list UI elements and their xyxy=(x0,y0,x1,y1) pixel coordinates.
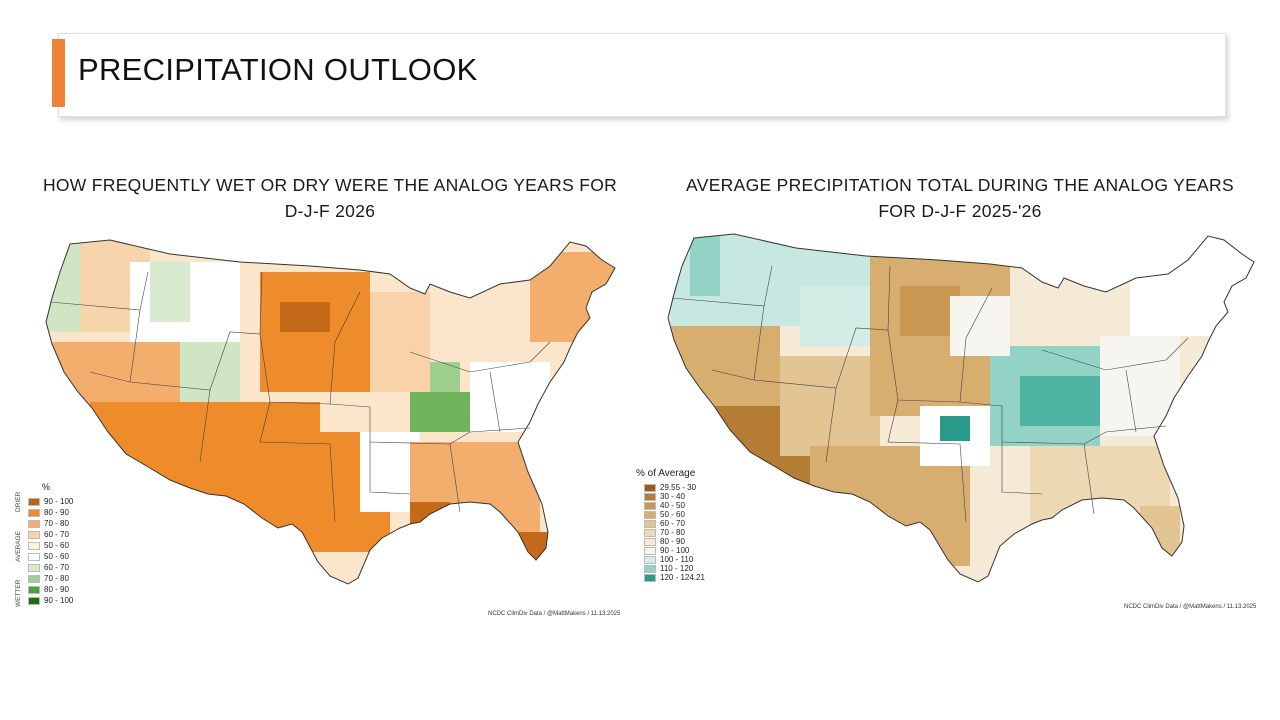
title-card xyxy=(58,33,1226,117)
left-legend: % DRIER AVERAGE WETTER 90 - 100 80 - 90 … xyxy=(14,482,84,612)
left-map-credit: NCDC ClimDiv Data / @MattMakens / 11.13.… xyxy=(488,611,621,617)
right-legend-swatch xyxy=(644,564,656,573)
left-legend-label: 90 - 100 xyxy=(44,596,74,605)
right-legend-header: % of Average xyxy=(636,468,696,479)
left-legend-item: 90 - 100 xyxy=(28,596,73,605)
left-legend-swatch xyxy=(28,541,40,550)
right-legend-item: 100 - 110 xyxy=(644,555,693,564)
left-legend-swatch xyxy=(28,596,40,605)
right-legend-item: 40 - 50 xyxy=(644,501,685,510)
right-legend-swatch xyxy=(644,510,656,519)
right-legend-label: 29.55 - 30 xyxy=(660,483,697,492)
right-legend-swatch xyxy=(644,537,656,546)
right-legend-swatch xyxy=(644,555,656,564)
left-legend-header: % xyxy=(42,482,51,492)
right-map-title-line2: FOR D-J-F 2025-'26 xyxy=(878,201,1042,221)
right-legend: % of Average 29.55 - 30 30 - 40 40 - 50 … xyxy=(636,468,736,588)
left-legend-label: 80 - 90 xyxy=(44,508,69,517)
left-legend-swatch xyxy=(28,585,40,594)
left-us-map xyxy=(45,239,616,585)
right-legend-label: 60 - 70 xyxy=(660,519,685,528)
right-legend-swatch xyxy=(644,519,656,528)
right-legend-label: 110 - 120 xyxy=(660,564,694,573)
right-map-credit: NCDC ClimDiv Data / @MattMakens / 11.13.… xyxy=(1124,604,1257,610)
left-legend-item: 80 - 90 xyxy=(28,585,69,594)
left-legend-item: 60 - 70 xyxy=(28,530,69,539)
right-map-title: AVERAGE PRECIPITATION TOTAL DURING THE A… xyxy=(660,172,1260,224)
right-us-outline xyxy=(667,233,1255,583)
right-map-title-line1: AVERAGE PRECIPITATION TOTAL DURING THE A… xyxy=(686,175,1234,195)
right-legend-swatch xyxy=(644,528,656,537)
left-legend-label: 80 - 90 xyxy=(44,585,69,594)
right-legend-swatch xyxy=(644,501,656,510)
right-us-map xyxy=(667,233,1255,583)
left-map-title-line1: HOW FREQUENTLY WET OR DRY WERE THE ANALO… xyxy=(42,175,618,195)
left-legend-item: 70 - 80 xyxy=(28,574,69,583)
right-legend-item: 80 - 90 xyxy=(644,537,685,546)
left-legend-item: 80 - 90 xyxy=(28,508,69,517)
left-legend-label: 50 - 60 xyxy=(44,552,69,561)
page-title: PRECIPITATION OUTLOOK xyxy=(78,52,478,87)
left-map-regions xyxy=(46,240,615,584)
left-state-lines xyxy=(49,271,551,523)
right-legend-label: 70 - 80 xyxy=(660,528,685,537)
right-legend-swatch xyxy=(644,492,656,501)
right-legend-item: 50 - 60 xyxy=(644,510,685,519)
left-legend-label: 60 - 70 xyxy=(44,563,69,572)
left-legend-swatch xyxy=(28,530,40,539)
right-legend-label: 90 - 100 xyxy=(660,546,690,555)
left-legend-item: 70 - 80 xyxy=(28,519,69,528)
right-legend-item: 29.55 - 30 xyxy=(644,483,696,492)
right-legend-swatch xyxy=(644,546,656,555)
right-legend-label: 80 - 90 xyxy=(660,537,685,546)
left-legend-label: 50 - 60 xyxy=(44,541,69,550)
left-legend-drier: DRIER xyxy=(15,491,22,512)
left-legend-swatch xyxy=(28,497,40,506)
right-legend-label: 120 - 124.21 xyxy=(660,573,705,582)
left-legend-label: 60 - 70 xyxy=(44,530,69,539)
left-legend-swatch xyxy=(28,574,40,583)
left-legend-average: AVERAGE xyxy=(15,531,22,562)
left-map-title-line2: D-J-F 2026 xyxy=(284,201,376,221)
left-legend-label: 90 - 100 xyxy=(44,497,74,506)
left-legend-wetter: WETTER xyxy=(15,579,22,607)
right-legend-item: 70 - 80 xyxy=(644,528,685,537)
right-legend-label: 100 - 110 xyxy=(660,555,694,564)
left-legend-swatch xyxy=(28,563,40,572)
left-legend-label: 70 - 80 xyxy=(44,574,69,583)
right-legend-label: 30 - 40 xyxy=(660,492,685,501)
left-legend-label: 70 - 80 xyxy=(44,519,69,528)
left-legend-item: 50 - 60 xyxy=(28,541,69,550)
right-legend-swatch xyxy=(644,483,656,492)
right-legend-swatch xyxy=(644,573,656,582)
left-legend-item: 90 - 100 xyxy=(28,497,73,506)
left-legend-item: 60 - 70 xyxy=(28,563,69,572)
right-legend-item: 30 - 40 xyxy=(644,492,685,501)
title-accent-bar xyxy=(52,39,65,107)
right-legend-item: 60 - 70 xyxy=(644,519,685,528)
left-legend-swatch xyxy=(28,552,40,561)
right-legend-item: 110 - 120 xyxy=(644,564,693,573)
right-legend-label: 40 - 50 xyxy=(660,501,685,510)
right-legend-item: 90 - 100 xyxy=(644,546,689,555)
left-legend-item: 50 - 60 xyxy=(28,552,69,561)
right-legend-item: 120 - 124.21 xyxy=(644,573,705,582)
right-state-lines xyxy=(671,265,1189,523)
left-us-outline xyxy=(45,239,616,585)
right-legend-label: 50 - 60 xyxy=(660,510,685,519)
left-legend-swatch xyxy=(28,519,40,528)
left-map-title: HOW FREQUENTLY WET OR DRY WERE THE ANALO… xyxy=(30,172,630,224)
left-legend-swatch xyxy=(28,508,40,517)
